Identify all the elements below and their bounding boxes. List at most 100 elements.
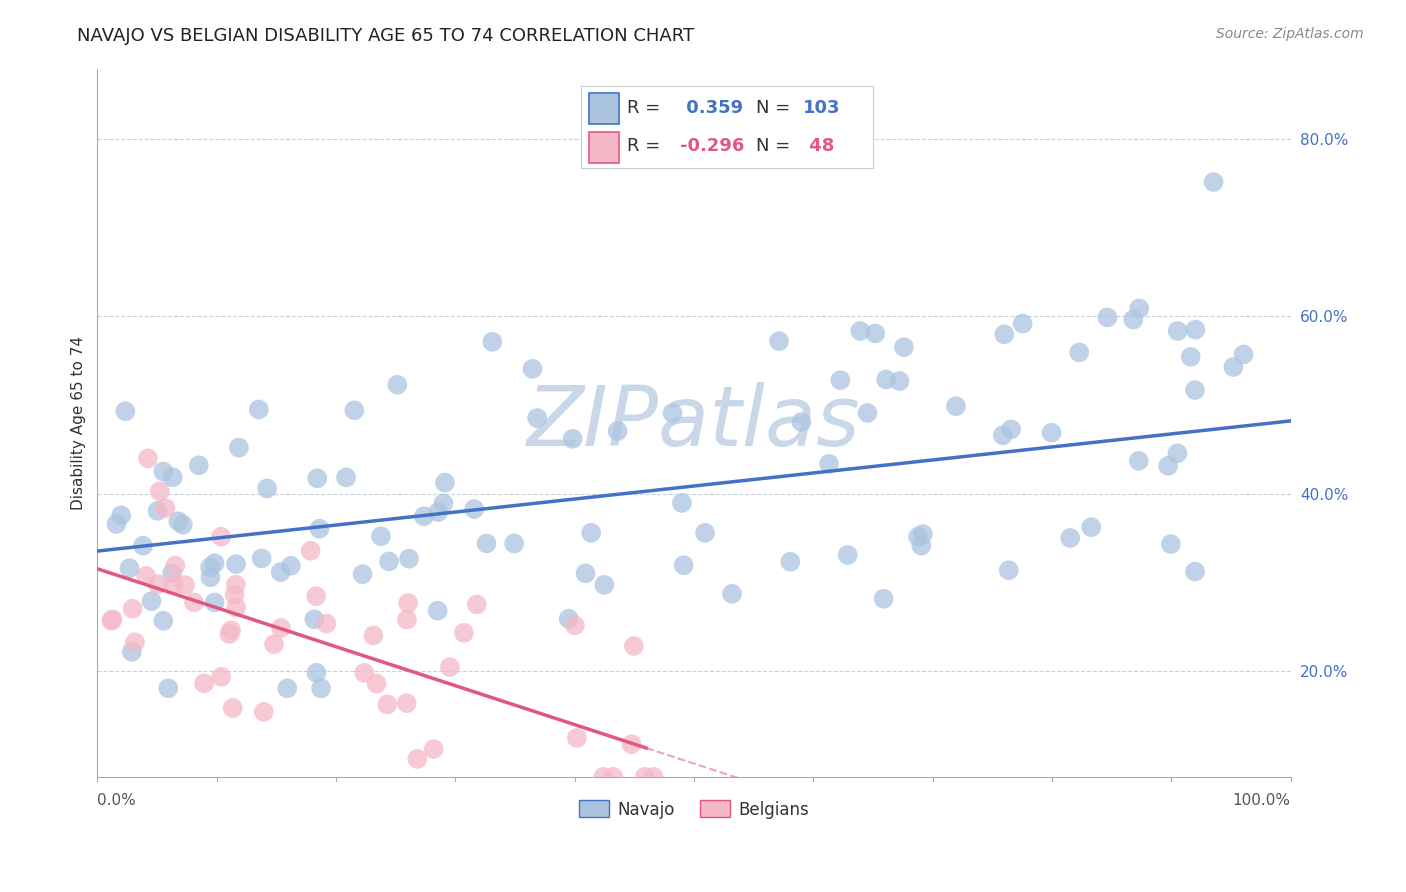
- Point: [1080, 520, 1102, 534]
- Point: [661, 406, 683, 420]
- Point: [872, 591, 894, 606]
- Point: [250, 551, 273, 566]
- Text: ZIPatlas: ZIPatlas: [527, 382, 860, 463]
- Point: [1180, 350, 1202, 364]
- Point: [370, 529, 392, 543]
- Point: [225, 578, 247, 592]
- Point: [387, 377, 409, 392]
- Point: [1040, 425, 1063, 440]
- Point: [849, 324, 872, 338]
- Point: [602, 770, 624, 784]
- Point: [100, 614, 122, 628]
- Point: [1157, 458, 1180, 473]
- Point: [375, 698, 398, 712]
- Point: [503, 536, 526, 550]
- Point: [1184, 383, 1206, 397]
- Point: [565, 731, 588, 745]
- Text: Source: ZipAtlas.com: Source: ZipAtlas.com: [1216, 27, 1364, 41]
- Point: [406, 752, 429, 766]
- Point: [579, 525, 602, 540]
- Point: [453, 625, 475, 640]
- Point: [790, 415, 813, 429]
- Point: [155, 501, 177, 516]
- Point: [172, 517, 194, 532]
- Point: [721, 587, 744, 601]
- Point: [1069, 345, 1091, 359]
- Point: [256, 482, 278, 496]
- Point: [945, 399, 967, 413]
- Point: [157, 681, 180, 696]
- Point: [198, 560, 221, 574]
- Point: [363, 628, 385, 642]
- Point: [247, 402, 270, 417]
- Point: [426, 604, 449, 618]
- Point: [118, 561, 141, 575]
- Point: [209, 670, 232, 684]
- Point: [101, 612, 124, 626]
- Point: [1167, 324, 1189, 338]
- Point: [228, 441, 250, 455]
- Point: [1166, 446, 1188, 460]
- Point: [305, 589, 328, 603]
- Point: [671, 496, 693, 510]
- Point: [270, 565, 292, 579]
- Point: [875, 372, 897, 386]
- Point: [378, 554, 401, 568]
- Point: [162, 470, 184, 484]
- Point: [865, 326, 887, 341]
- Point: [779, 555, 801, 569]
- Point: [366, 676, 388, 690]
- Point: [280, 558, 302, 573]
- Point: [522, 361, 544, 376]
- Point: [634, 770, 657, 784]
- Point: [315, 616, 337, 631]
- Point: [1184, 323, 1206, 337]
- Point: [124, 635, 146, 649]
- Point: [146, 504, 169, 518]
- Point: [110, 508, 132, 523]
- Point: [222, 701, 245, 715]
- Point: [335, 470, 357, 484]
- Point: [564, 618, 586, 632]
- Point: [167, 514, 190, 528]
- Point: [152, 465, 174, 479]
- Point: [270, 621, 292, 635]
- Text: 100.0%: 100.0%: [1233, 793, 1291, 808]
- Point: [1160, 537, 1182, 551]
- Point: [165, 558, 187, 573]
- Point: [121, 601, 143, 615]
- Point: [1011, 317, 1033, 331]
- Point: [574, 566, 596, 581]
- Point: [224, 588, 246, 602]
- Point: [309, 681, 332, 696]
- Y-axis label: Disability Age 65 to 74: Disability Age 65 to 74: [72, 335, 86, 509]
- Point: [592, 770, 614, 784]
- Point: [432, 496, 454, 510]
- Point: [200, 570, 222, 584]
- Point: [422, 742, 444, 756]
- Point: [993, 327, 1015, 342]
- Point: [593, 578, 616, 592]
- Point: [413, 509, 436, 524]
- Point: [1222, 359, 1244, 374]
- Point: [1059, 531, 1081, 545]
- Point: [135, 569, 157, 583]
- Point: [911, 527, 934, 541]
- Point: [193, 676, 215, 690]
- Point: [672, 558, 695, 573]
- Point: [114, 404, 136, 418]
- Point: [526, 411, 548, 425]
- Point: [856, 406, 879, 420]
- Point: [396, 596, 419, 610]
- Point: [307, 471, 329, 485]
- Point: [643, 770, 665, 784]
- Point: [204, 595, 226, 609]
- Point: [481, 334, 503, 349]
- Point: [152, 614, 174, 628]
- Point: [263, 637, 285, 651]
- Point: [163, 577, 186, 591]
- Point: [160, 566, 183, 580]
- Point: [1184, 565, 1206, 579]
- Point: [183, 595, 205, 609]
- Point: [1122, 312, 1144, 326]
